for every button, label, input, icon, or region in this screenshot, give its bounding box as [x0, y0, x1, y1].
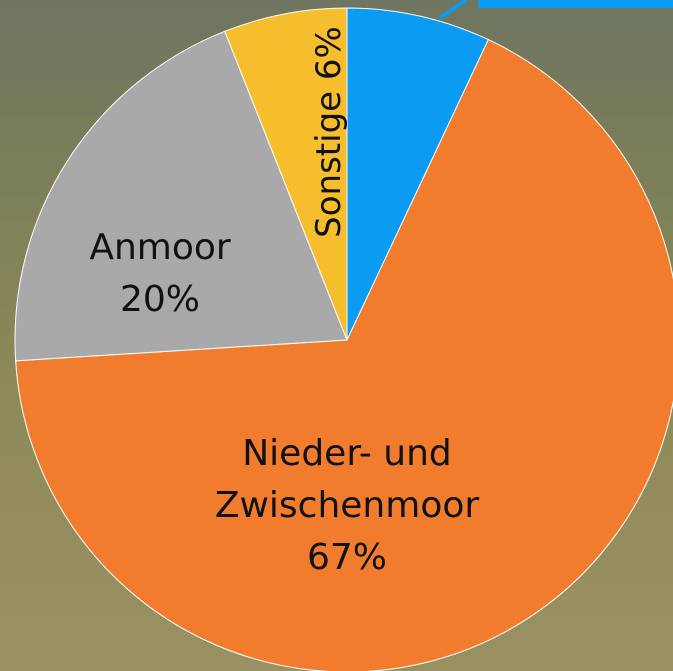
slice-value-label: 6% — [309, 26, 349, 80]
slice-value-label: 20% — [60, 274, 260, 326]
slice-label: Anmoor — [60, 222, 260, 274]
slice-value-label: 67% — [177, 532, 517, 584]
slice-label: Sonstige — [309, 91, 349, 238]
callout-box — [478, 0, 673, 8]
page: {"chart_data": {"type": "pie", "categori… — [0, 0, 673, 671]
slice-label: Nieder- und Zwischenmoor — [177, 428, 517, 532]
slice-label-group: Sonstige 6% — [309, 26, 349, 238]
